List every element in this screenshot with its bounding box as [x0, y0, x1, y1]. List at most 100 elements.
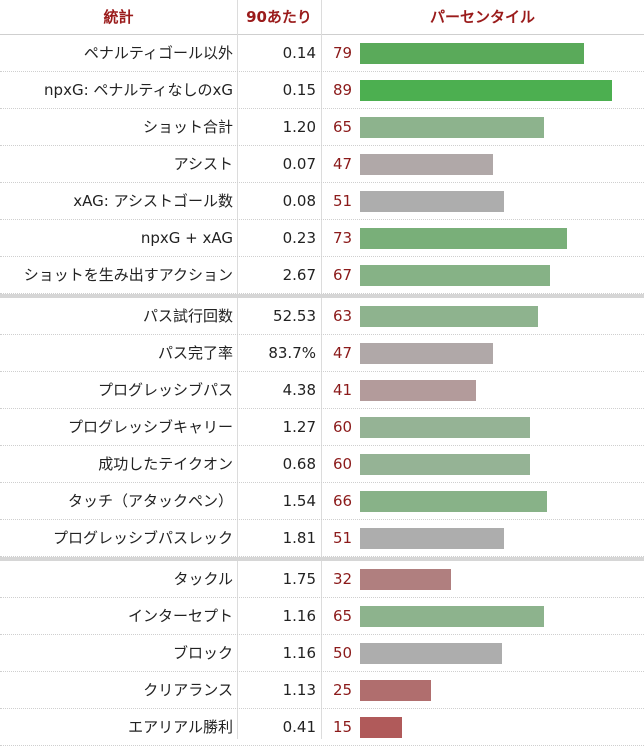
percentile-bar: [360, 454, 530, 475]
percentile-value: 67: [333, 266, 353, 284]
percentile-bar: [360, 606, 544, 627]
group-separator: [0, 557, 644, 561]
stat-name: プログレッシブキャリー: [67, 418, 233, 436]
percentile-bar: [360, 417, 530, 438]
stat-name: プログレッシブパスレック: [52, 529, 233, 547]
percentile-bar: [360, 717, 402, 738]
per90-value: 1.75: [282, 570, 316, 588]
table-row: インターセプト 1.16 65: [0, 598, 644, 635]
table-row: ショットを生み出すアクション 2.67 67: [0, 257, 644, 294]
stat-name: アシスト: [173, 155, 233, 173]
table-row: プログレッシブパスレック 1.81 51: [0, 520, 644, 557]
percentile-value: 89: [333, 81, 353, 99]
percentile-bar: [360, 680, 431, 701]
stat-name: タックル: [173, 570, 233, 588]
percentile-value: 15: [333, 718, 353, 736]
stat-name: エアリアル勝利: [128, 718, 233, 736]
percentile-value: 47: [333, 344, 353, 362]
stat-name: 成功したテイクオン: [98, 455, 233, 473]
per90-value: 0.68: [282, 455, 316, 473]
table-row: xAG: アシストゴール数 0.08 51: [0, 183, 644, 220]
table-row: ショット合計 1.20 65: [0, 109, 644, 146]
percentile-bar: [360, 80, 612, 101]
per90-value: 2.67: [282, 266, 316, 284]
header-stat: 統計: [103, 8, 134, 26]
per90-value: 1.16: [282, 644, 316, 662]
table-row: プログレッシブキャリー 1.27 60: [0, 409, 644, 446]
per90-value: 1.54: [282, 492, 316, 510]
per90-value: 0.41: [282, 718, 316, 736]
stat-name: ショット合計: [142, 118, 233, 136]
per90-value: 1.20: [282, 118, 316, 136]
percentile-bar: [360, 528, 504, 549]
group-separator: [0, 294, 644, 298]
table-row: 成功したテイクオン 0.68 60: [0, 446, 644, 483]
percentile-value: 73: [333, 229, 353, 247]
table-row: パス完了率 83.7% 47: [0, 335, 644, 372]
percentile-value: 32: [333, 570, 353, 588]
per90-value: 1.16: [282, 607, 316, 625]
per90-value: 0.14: [282, 44, 316, 62]
per90-value: 1.13: [282, 681, 316, 699]
percentile-bar: [360, 117, 544, 138]
per90-value: 0.08: [282, 192, 316, 210]
stat-name: ペナルティゴール以外: [83, 44, 233, 62]
per90-value: 83.7%: [268, 344, 316, 362]
percentile-bar: [360, 154, 493, 175]
percentile-value: 47: [333, 155, 353, 173]
stat-name: npxG: ペナルティなしのxG: [44, 81, 233, 99]
percentile-value: 50: [333, 644, 353, 662]
percentile-bar: [360, 491, 547, 512]
table-row: ブロック 1.16 50: [0, 635, 644, 672]
table-row: プログレッシブパス 4.38 41: [0, 372, 644, 409]
table-row: npxG + xAG 0.23 73: [0, 220, 644, 257]
percentile-value: 79: [333, 44, 353, 62]
percentile-value: 25: [333, 681, 353, 699]
per90-value: 1.27: [282, 418, 316, 436]
table-row: ペナルティゴール以外 0.14 79: [0, 35, 644, 72]
table-row: パス試行回数 52.53 63: [0, 298, 644, 335]
percentile-value: 60: [333, 418, 353, 436]
percentile-bar: [360, 43, 584, 64]
stat-name: ショットを生み出すアクション: [23, 266, 233, 284]
stat-name: パス試行回数: [142, 307, 233, 325]
percentile-bar: [360, 643, 502, 664]
stat-name: プログレッシブパス: [97, 381, 233, 399]
table-row: npxG: ペナルティなしのxG 0.15 89: [0, 72, 644, 109]
table-header: 統計 90あたり パーセンタイル: [0, 0, 644, 35]
stat-name: クリアランス: [143, 681, 233, 699]
per90-value: 0.23: [282, 229, 316, 247]
column-divider: [321, 0, 322, 739]
stat-name: タッチ（アタックペン）: [67, 492, 233, 510]
header-percentile: パーセンタイル: [429, 8, 535, 26]
percentile-bar: [360, 306, 538, 327]
table-row: クリアランス 1.13 25: [0, 672, 644, 709]
column-divider: [237, 0, 238, 739]
table-row: エアリアル勝利 0.41 15: [0, 709, 644, 746]
percentile-value: 65: [333, 118, 353, 136]
table-row: タッチ（アタックペン） 1.54 66: [0, 483, 644, 520]
per90-value: 0.07: [282, 155, 316, 173]
stat-name: ブロック: [172, 644, 233, 662]
percentile-bar: [360, 380, 476, 401]
stat-name: npxG + xAG: [140, 229, 233, 247]
per90-value: 1.81: [282, 529, 316, 547]
table-row: タックル 1.75 32: [0, 561, 644, 598]
percentile-value: 63: [333, 307, 353, 325]
percentile-value: 41: [333, 381, 353, 399]
stat-name: パス完了率: [157, 344, 233, 362]
percentile-value: 65: [333, 607, 353, 625]
header-per90: 90あたり: [246, 8, 312, 26]
percentile-value: 51: [333, 529, 353, 547]
stat-name: インターセプト: [127, 607, 233, 625]
percentile-bar: [360, 569, 451, 590]
percentile-bar: [360, 191, 504, 212]
per90-value: 52.53: [273, 307, 316, 325]
percentile-value: 66: [333, 492, 353, 510]
stat-name: xAG: アシストゴール数: [73, 192, 233, 210]
percentile-value: 51: [333, 192, 353, 210]
table-row: アシスト 0.07 47: [0, 146, 644, 183]
per90-value: 4.38: [282, 381, 316, 399]
percentile-bar: [360, 228, 567, 249]
